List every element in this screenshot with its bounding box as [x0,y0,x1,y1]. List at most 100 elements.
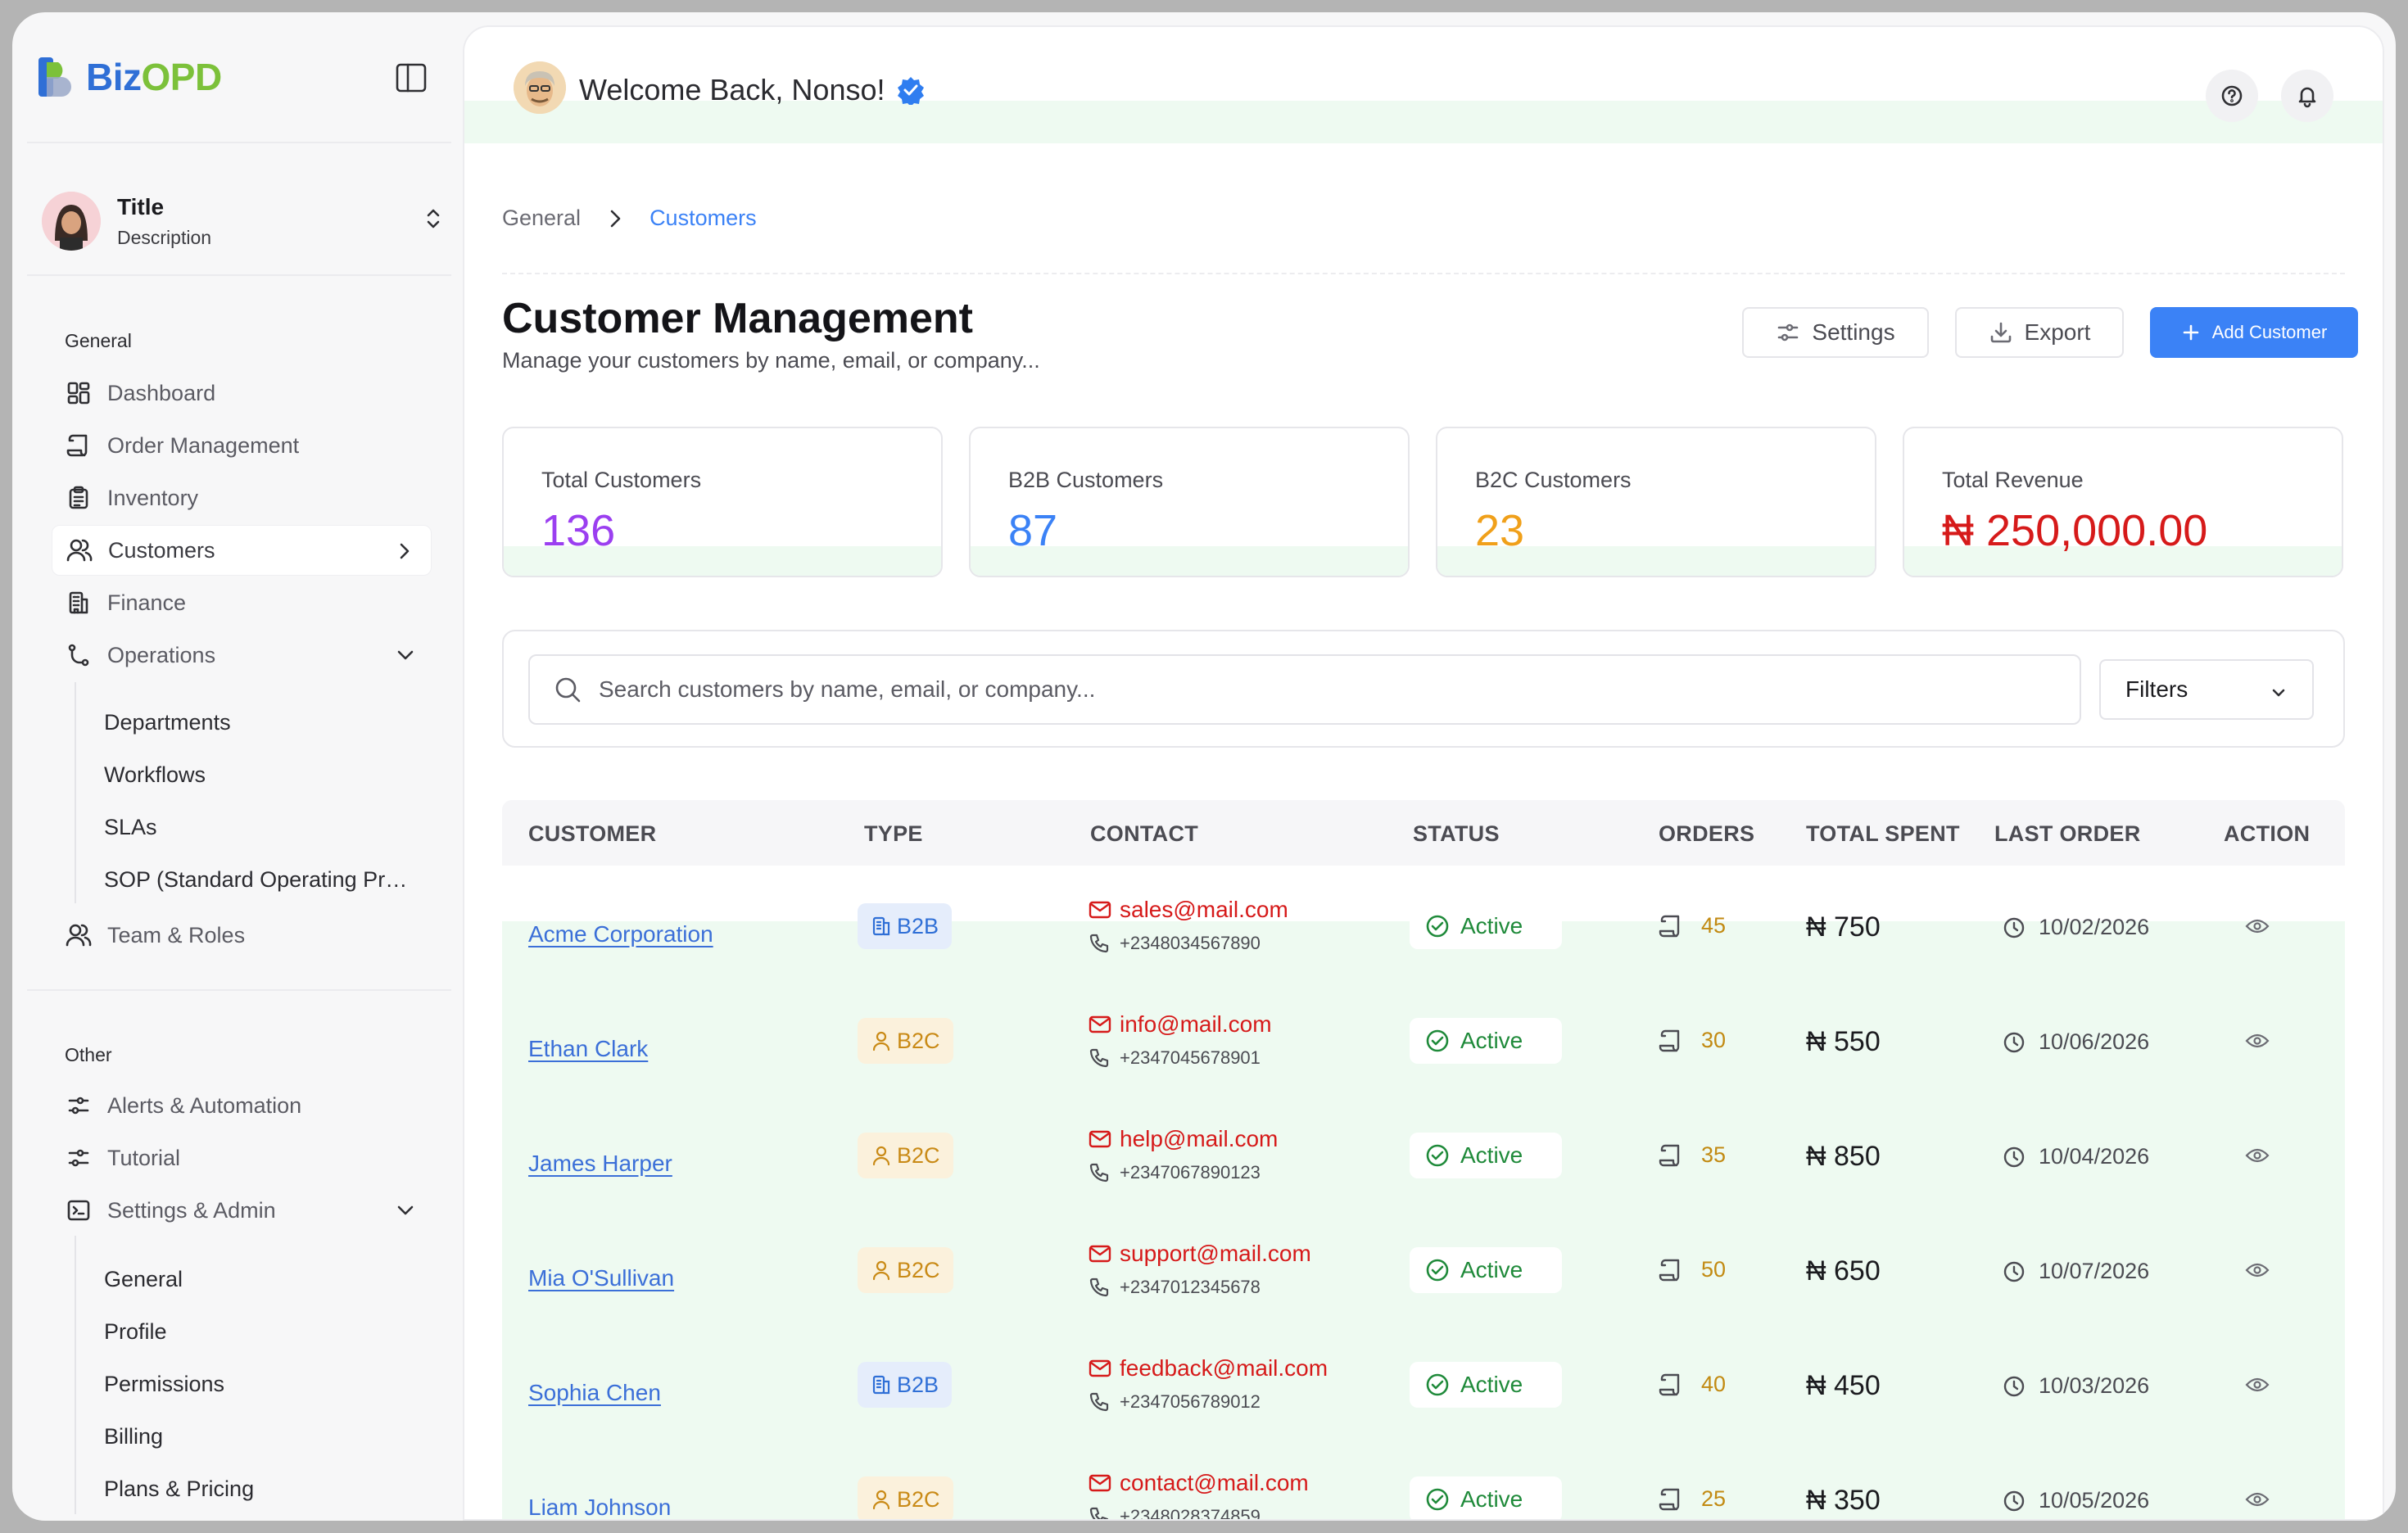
eye-icon [2245,919,2270,934]
status-text: Active [1460,1028,1523,1053]
customer-name-link[interactable]: Sophia Chen [528,1380,661,1405]
status-badge: Active [1410,1247,1562,1293]
sidebar-toggle-button[interactable] [393,60,429,96]
filters-dropdown[interactable]: Filters [2099,659,2314,720]
sidebar-item-team-roles[interactable]: Team & Roles [52,910,432,961]
mail-icon [1089,1474,1111,1492]
sidebar-item-customers[interactable]: Customers [52,525,432,576]
sliders-icon [1778,323,1799,341]
column-header-orders[interactable]: ORDERS [1659,821,1755,846]
contact-email[interactable]: support@mail.com [1089,1241,1311,1267]
bell-icon [2298,87,2316,108]
last-order-date: 10/05/2026 [2039,1488,2150,1513]
search-input[interactable]: Search customers by name, email, or comp… [528,654,2081,725]
sidebar-item-label: Dashboard [107,380,216,405]
section-label-general: General [65,330,132,351]
contact-phone: +2347045678901 [1089,1047,1261,1069]
contact-email[interactable]: feedback@mail.com [1089,1355,1328,1382]
stat-card-total-customers: Total Customers 136 [502,427,943,577]
sidebar-subitem-plans-pricing[interactable]: Plans & Pricing [104,1476,255,1501]
phone-icon [1089,1278,1109,1297]
phone-icon [1089,1163,1109,1183]
view-customer-button[interactable] [2245,1490,2270,1509]
logo[interactable]: BizOPD [37,55,222,99]
phone-text: +2348028374859 [1120,1506,1261,1521]
sidebar-item-label: Tutorial [107,1145,181,1170]
view-customer-button[interactable] [2245,916,2270,936]
phone-text: +2347056789012 [1120,1391,1261,1412]
welcome-text: Welcome Back, Nonso! [579,73,885,106]
export-button[interactable]: Export [1955,307,2124,358]
view-customer-button[interactable] [2245,1146,2270,1165]
sidebar-item-finance[interactable]: Finance [52,577,432,628]
column-header-status[interactable]: STATUS [1413,821,1500,846]
view-customer-button[interactable] [2245,1260,2270,1280]
clock-icon [2003,1032,2025,1052]
top-bar: Welcome Back, Nonso! [464,27,2383,143]
customer-name-link[interactable]: Ethan Clark [528,1036,649,1061]
settings-button[interactable]: Settings [1742,307,1929,358]
customer-name-link[interactable]: James Harper [528,1151,672,1176]
user-icon [872,1490,890,1510]
dashboard-icon [65,379,93,407]
total-spent: ₦ 750 [1806,911,1881,943]
status-badge: Active [1410,1133,1562,1178]
sidebar-item-tutorial[interactable]: Tutorial [52,1133,432,1183]
last-order-date: 10/04/2026 [2039,1144,2150,1169]
sidebar-item-inventory[interactable]: Inventory [52,473,432,523]
phone-text: +2347045678901 [1120,1047,1261,1068]
profile-switcher[interactable]: Title Description [42,176,443,266]
customer-name-link[interactable]: Mia O'Sullivan [528,1265,675,1291]
status-text: Active [1460,1372,1523,1397]
sidebar-item-dashboard[interactable]: Dashboard [52,368,432,418]
status-text: Active [1460,1257,1523,1282]
logo-mark-icon [38,57,71,97]
column-header-type[interactable]: TYPE [864,821,923,846]
sidebar-subitem-sop[interactable]: SOP (Standard Operating Procedures) [104,867,415,892]
orders-value: 50 [1701,1257,1727,1282]
sidebar-item-operations[interactable]: Operations [52,630,432,681]
chevron-down-icon [394,644,417,667]
type-badge: B2C [858,1133,953,1178]
notifications-button[interactable] [2281,70,2333,122]
contact-email[interactable]: info@mail.com [1089,1011,1272,1038]
last-order: 10/02/2026 [2003,915,2149,940]
status-text: Active [1460,1142,1523,1168]
sidebar-subitem-profile[interactable]: Profile [104,1319,167,1344]
view-customer-button[interactable] [2245,1031,2270,1051]
customer-name-link[interactable]: Liam Johnson [528,1495,672,1520]
last-order: 10/06/2026 [2003,1029,2149,1055]
orders-value: 30 [1701,1028,1727,1052]
column-header-customer[interactable]: CUSTOMER [528,821,657,846]
contact-email[interactable]: sales@mail.com [1089,897,1288,923]
column-header-contact[interactable]: CONTACT [1090,821,1199,846]
contact-email[interactable]: contact@mail.com [1089,1470,1309,1496]
sidebar-item-order-management[interactable]: Order Management [52,420,432,471]
breadcrumb-general[interactable]: General [502,206,582,230]
sidebar-item-settings-admin[interactable]: Settings & Admin [52,1185,432,1236]
sidebar-item-alerts-automation[interactable]: Alerts & Automation [52,1080,432,1131]
contact-email[interactable]: help@mail.com [1089,1126,1278,1152]
last-order: 10/03/2026 [2003,1373,2149,1399]
export-button-label: Export [2024,319,2091,345]
sidebar-subitem-departments[interactable]: Departments [104,710,231,735]
view-customer-button[interactable] [2245,1375,2270,1395]
sidebar-subitem-workflows[interactable]: Workflows [104,762,206,787]
user-avatar[interactable] [514,61,566,114]
column-header-total-spent[interactable]: TOTAL SPENT [1806,821,1960,846]
sidebar-subitem-general[interactable]: General [104,1267,183,1291]
sidebar-subitem-permissions[interactable]: Permissions [104,1372,225,1396]
add-customer-button[interactable]: Add Customer [2150,307,2358,358]
sidebar-item-label: Finance [107,590,187,615]
clock-icon [2003,1490,2025,1511]
sidebar-subitem-billing[interactable]: Billing [104,1424,164,1449]
customer-name-link[interactable]: Acme Corporation [528,921,713,947]
type-badge: B2B [858,1362,953,1408]
profile-title: Title [117,193,165,219]
column-header-last-order[interactable]: LAST ORDER [1994,821,2141,846]
sidebar-subitem-slas[interactable]: SLAs [104,815,157,839]
contact-phone: +2348034567890 [1089,933,1261,954]
table-row: Acme Corporation B2B sales@mail.com +234803… [502,882,2345,997]
help-button[interactable] [2206,70,2258,122]
download-icon [1990,322,2011,343]
